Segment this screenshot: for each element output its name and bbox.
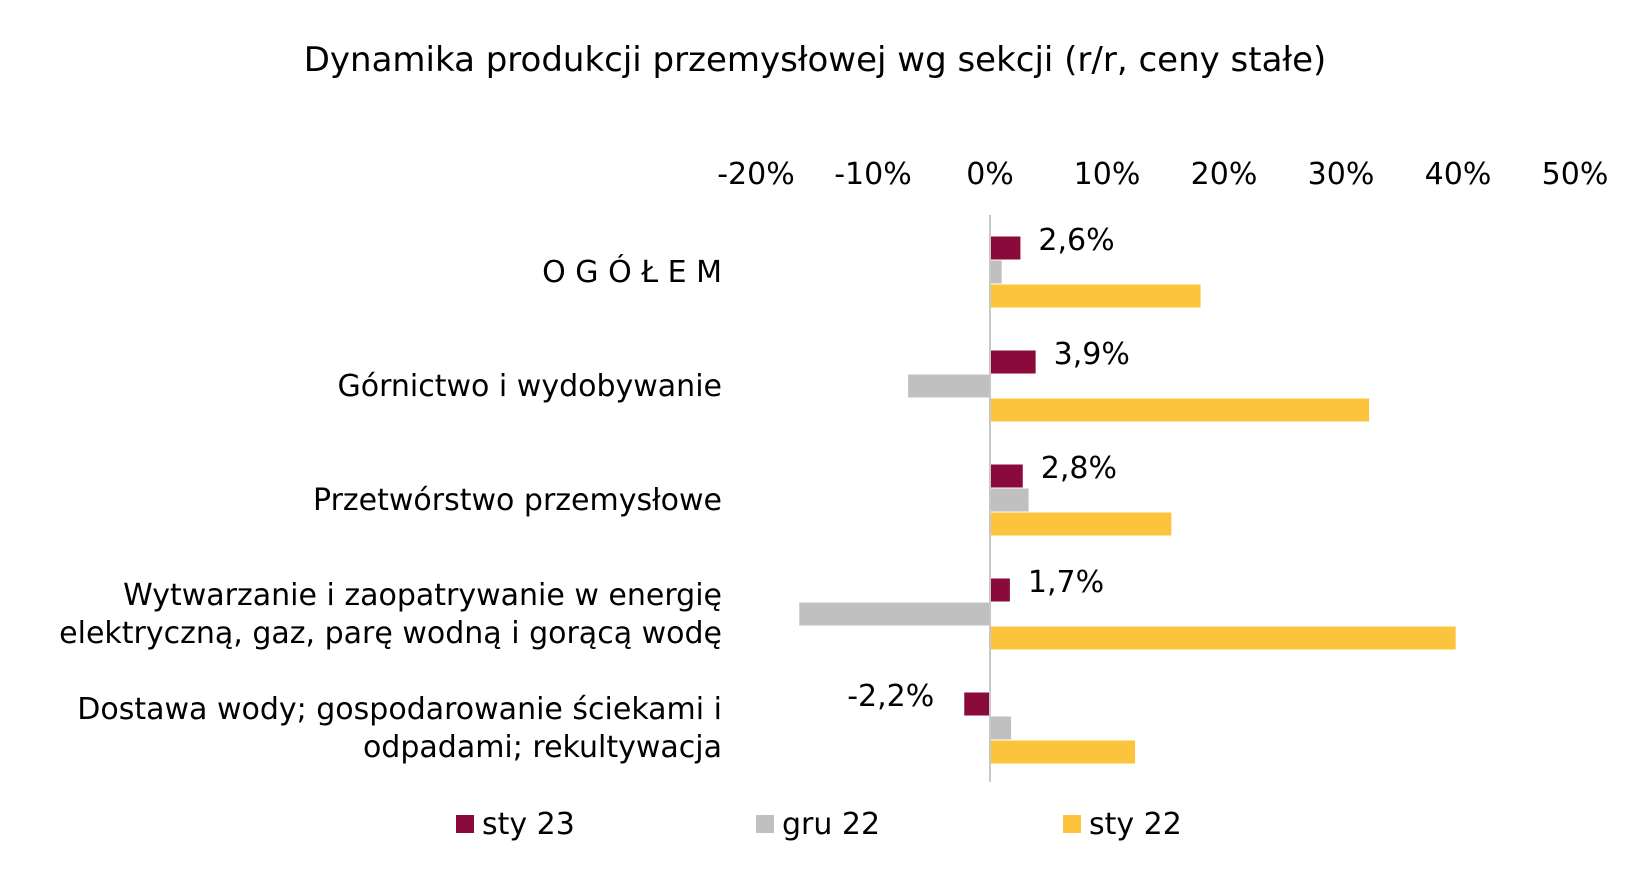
legend: sty 23 gru 22 sty 22 — [456, 807, 1182, 842]
data-label: 2,8% — [1041, 451, 1117, 486]
bar — [990, 284, 1201, 308]
bar — [990, 464, 1023, 488]
bar — [990, 488, 1029, 512]
legend-swatch — [756, 815, 774, 833]
bar — [908, 374, 990, 398]
category-label: Przetwórstwo przemysłowe — [313, 483, 722, 518]
x-tick-label: 20% — [1191, 157, 1258, 192]
legend-label: sty 22 — [1089, 807, 1182, 842]
x-tick-label: 10% — [1074, 157, 1141, 192]
x-axis-ticks: -20% -10% 0% 10% 20% 30% 40% 50% — [717, 157, 1608, 192]
bar — [990, 578, 1010, 602]
category-label: Dostawa wody; gospodarowanie ściekami i — [77, 692, 722, 727]
x-tick-label: 40% — [1425, 157, 1492, 192]
bar — [990, 350, 1036, 374]
data-label: 1,7% — [1028, 565, 1104, 600]
bar — [990, 716, 1012, 740]
category-label: Wytwarzanie i zaopatrywanie w energię — [123, 578, 722, 613]
category-labels: O G Ó Ł E M Górnictwo i wydobywanie Przetw… — [59, 253, 722, 765]
x-tick-label: 0% — [966, 157, 1014, 192]
category-label: elektryczną, gaz, parę wodną i gorącą wo… — [59, 616, 722, 651]
data-label: 3,9% — [1054, 337, 1130, 372]
legend-swatch — [1063, 815, 1081, 833]
x-tick-label: 30% — [1308, 157, 1375, 192]
bar — [990, 260, 1002, 284]
bars — [799, 236, 1456, 764]
category-label: Górnictwo i wydobywanie — [337, 369, 722, 404]
bar — [990, 626, 1456, 650]
bar — [964, 692, 990, 716]
data-label: -2,2% — [847, 679, 934, 714]
bar — [990, 512, 1172, 536]
x-tick-label: -10% — [834, 157, 912, 192]
x-tick-label: -20% — [717, 157, 795, 192]
legend-swatch — [456, 815, 474, 833]
data-label: 2,6% — [1038, 223, 1114, 258]
x-tick-label: 50% — [1542, 157, 1609, 192]
bar — [990, 740, 1136, 764]
category-label: odpadami; rekultywacja — [363, 730, 722, 765]
data-labels: 2,6% 3,9% 2,8% 1,7% -2,2% — [847, 223, 1130, 714]
bar — [990, 236, 1021, 260]
category-label: O G Ó Ł E M — [542, 253, 722, 290]
bar — [799, 602, 990, 626]
bar — [990, 398, 1370, 422]
legend-label: gru 22 — [782, 807, 880, 842]
legend-label: sty 23 — [482, 807, 575, 842]
chart-title: Dynamika produkcji przemysłowej wg sekcj… — [304, 40, 1327, 80]
